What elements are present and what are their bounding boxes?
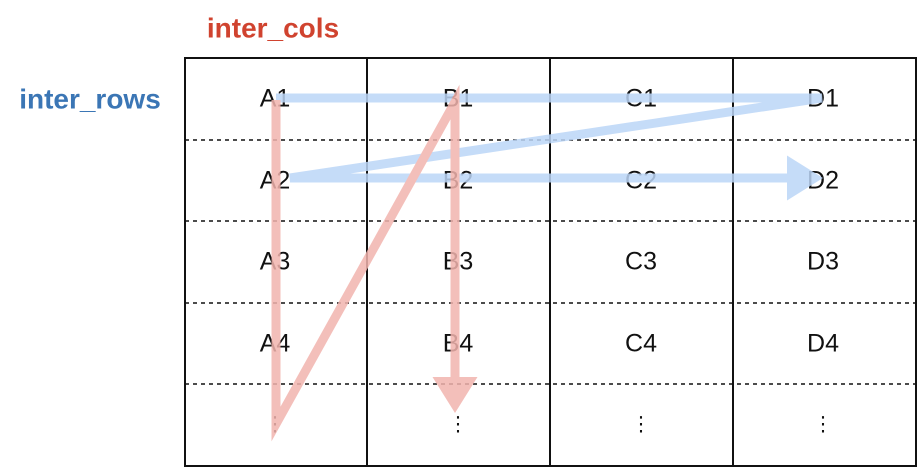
cell-text: C3 [625, 248, 657, 276]
cell-text: D3 [807, 248, 839, 276]
col-order-arrow [271, 84, 478, 442]
cell-text: D2 [807, 167, 839, 195]
cell-text: ⋮ [448, 413, 468, 435]
cols-label: inter_cols [207, 12, 339, 43]
cell-text: D4 [807, 330, 839, 358]
cell-text: ⋮ [813, 413, 833, 435]
arrows [271, 84, 823, 442]
grid [184, 57, 917, 467]
cell-text: ⋮ [631, 413, 651, 435]
rows-label: inter_rows [19, 83, 161, 114]
row-order-arrow [276, 93, 823, 201]
cell-text: C4 [625, 330, 657, 358]
